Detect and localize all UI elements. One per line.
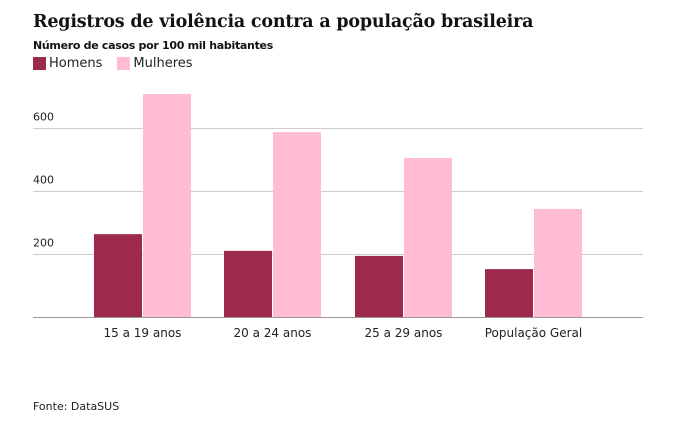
legend-label-mulheres: Mulheres bbox=[133, 56, 193, 71]
x-tick-label: 25 a 29 anos bbox=[365, 326, 443, 340]
bar-mulheres-2 bbox=[273, 132, 321, 317]
y-tick-label-400: 400 bbox=[33, 174, 54, 187]
x-tick-label: 15 a 19 anos bbox=[104, 326, 182, 340]
legend-swatch-homens bbox=[33, 57, 46, 70]
chart-subtitle: Número de casos por 100 mil habitantes bbox=[33, 39, 273, 52]
y-tick-label-600: 600 bbox=[33, 111, 54, 124]
legend-label-homens: Homens bbox=[49, 56, 103, 71]
bar-homens-4 bbox=[485, 269, 533, 317]
legend-item-homens: Homens bbox=[33, 56, 102, 71]
bar-homens-2 bbox=[224, 250, 272, 317]
chart-title: Registros de violência contra a populaçã… bbox=[33, 12, 534, 32]
bar-mulheres-3 bbox=[404, 157, 452, 317]
bar-homens-1 bbox=[94, 234, 142, 317]
x-tick-label: 20 a 24 anos bbox=[234, 326, 312, 340]
legend: Homens Mulheres bbox=[33, 56, 208, 71]
bar-mulheres-4 bbox=[534, 208, 582, 317]
y-tick-label-200: 200 bbox=[33, 237, 54, 250]
legend-item-mulheres: Mulheres bbox=[117, 56, 193, 71]
source-note: Fonte: DataSUS bbox=[33, 400, 120, 413]
x-tick-label: População Geral bbox=[485, 326, 582, 340]
bar-homens-3 bbox=[355, 255, 403, 317]
bar-mulheres-1 bbox=[143, 93, 191, 317]
legend-swatch-mulheres bbox=[117, 57, 131, 70]
